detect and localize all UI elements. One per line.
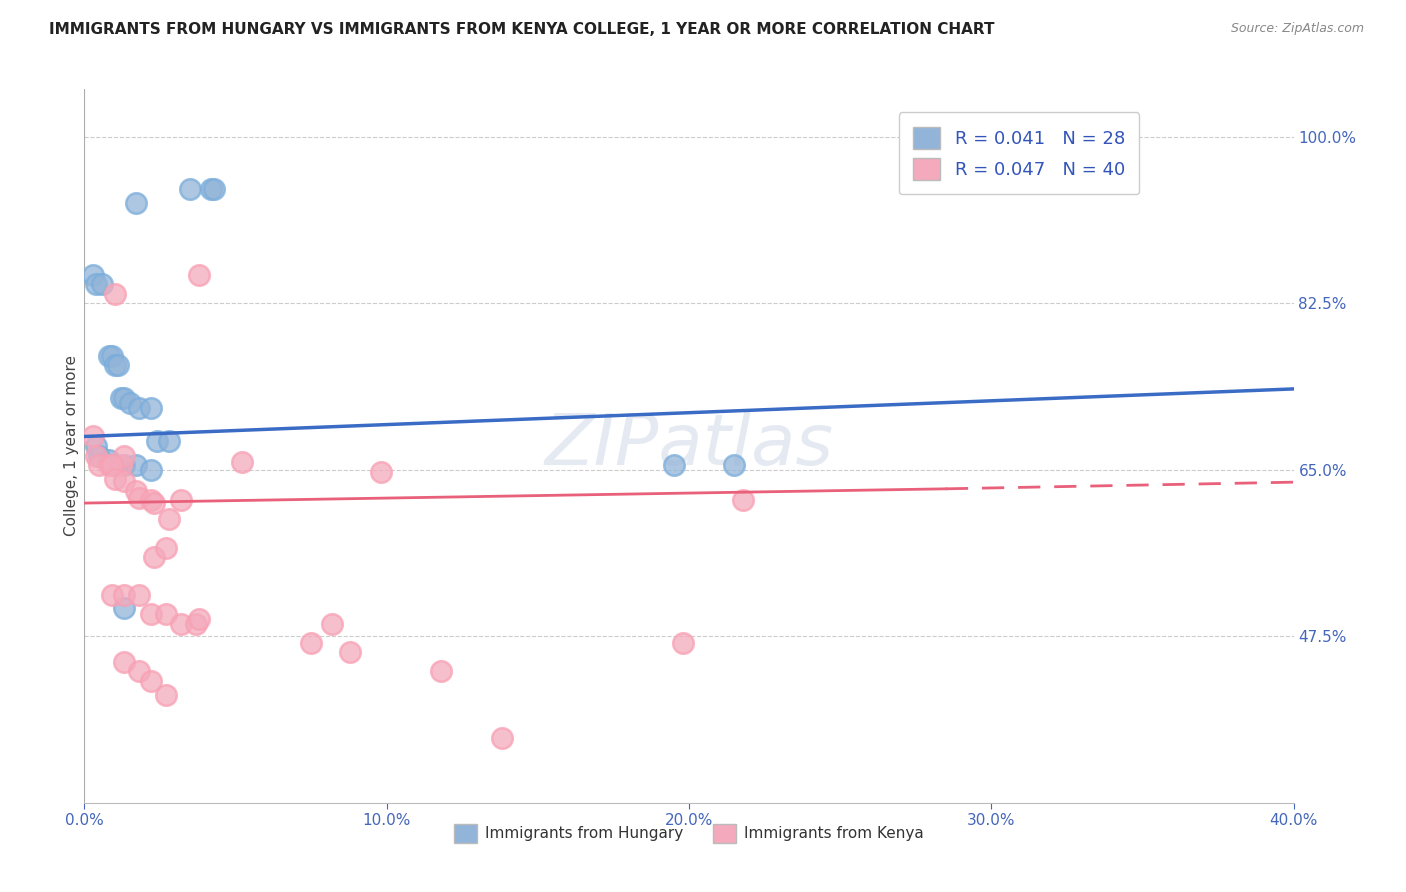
Point: [112, 449, 135, 463]
Point: [128, 588, 150, 602]
Point: [104, 286, 127, 301]
Point: [188, 612, 211, 626]
Point: [170, 616, 193, 631]
Point: [125, 196, 148, 211]
Point: [299, 636, 322, 650]
Point: [142, 496, 165, 510]
Point: [89, 458, 111, 472]
Point: [157, 434, 180, 449]
Point: [110, 458, 132, 472]
Point: [170, 493, 193, 508]
Point: [112, 600, 135, 615]
Point: [125, 458, 148, 472]
Point: [733, 493, 755, 508]
Point: [86, 449, 108, 463]
Point: [339, 645, 361, 659]
Point: [104, 472, 127, 486]
Point: [231, 455, 253, 469]
Point: [104, 358, 127, 372]
Point: [128, 665, 150, 679]
Point: [110, 392, 132, 406]
Point: [97, 349, 120, 363]
Text: Source: ZipAtlas.com: Source: ZipAtlas.com: [1230, 22, 1364, 36]
Point: [112, 474, 135, 488]
Point: [82, 268, 104, 282]
Point: [89, 449, 111, 463]
Point: [112, 588, 135, 602]
Point: [202, 182, 225, 196]
Point: [86, 277, 108, 292]
Y-axis label: College, 1 year or more: College, 1 year or more: [63, 356, 79, 536]
Point: [97, 453, 120, 467]
Point: [91, 277, 114, 292]
Point: [188, 268, 211, 282]
Point: [662, 458, 685, 472]
Point: [491, 731, 513, 745]
Point: [142, 550, 165, 565]
Point: [139, 401, 162, 415]
Point: [100, 588, 122, 602]
Point: [139, 673, 162, 688]
Point: [430, 665, 453, 679]
Point: [139, 463, 162, 477]
Point: [100, 349, 122, 363]
Point: [155, 607, 177, 622]
Point: [86, 439, 108, 453]
Point: [155, 541, 177, 555]
Point: [97, 458, 120, 472]
Point: [672, 636, 695, 650]
Point: [107, 358, 129, 372]
Point: [112, 458, 135, 472]
Point: [112, 392, 135, 406]
Point: [125, 483, 148, 498]
Point: [186, 616, 208, 631]
Point: [118, 396, 141, 410]
Point: [370, 465, 392, 479]
Point: [146, 434, 169, 449]
Point: [321, 616, 343, 631]
Legend: Immigrants from Hungary, Immigrants from Kenya: Immigrants from Hungary, Immigrants from…: [449, 818, 929, 848]
Point: [82, 429, 104, 443]
Point: [179, 182, 201, 196]
Point: [112, 655, 135, 669]
Point: [139, 607, 162, 622]
Text: IMMIGRANTS FROM HUNGARY VS IMMIGRANTS FROM KENYA COLLEGE, 1 YEAR OR MORE CORRELA: IMMIGRANTS FROM HUNGARY VS IMMIGRANTS FR…: [49, 22, 994, 37]
Point: [155, 688, 177, 702]
Text: ZIPatlas: ZIPatlas: [544, 411, 834, 481]
Point: [139, 493, 162, 508]
Point: [104, 458, 127, 472]
Point: [157, 512, 180, 526]
Point: [723, 458, 745, 472]
Point: [128, 401, 150, 415]
Point: [128, 491, 150, 506]
Point: [100, 458, 122, 472]
Point: [200, 182, 222, 196]
